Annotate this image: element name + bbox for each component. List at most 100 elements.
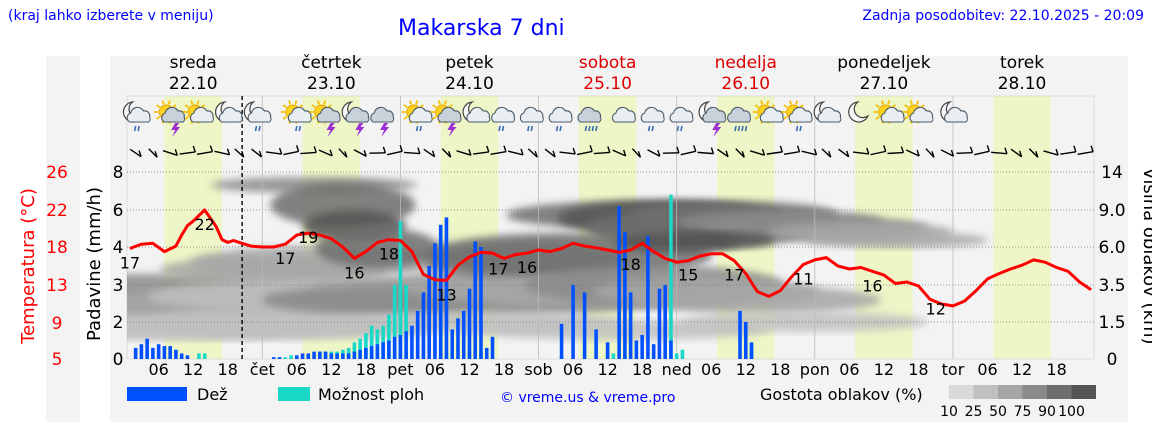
moon-cloud-thunder-icon [341,101,370,137]
rain-bar [277,357,282,359]
wind-barb [925,148,935,158]
shower-bar [611,353,616,359]
wind-barb-feather [138,150,142,157]
cloud-shape [287,106,312,123]
day-date: 25.10 [583,74,632,94]
rain-bar [646,235,650,359]
cloud-height-tick: 3.5 [1098,276,1125,296]
sun-ray [760,100,764,105]
day-name: ponedeljek [837,53,931,73]
cloud-height-tick: 14 [1101,163,1123,183]
sun-ray [155,104,161,109]
moon-cloud-icon [940,101,968,123]
sun-ray [190,100,194,105]
wind-barb-feather [1018,150,1023,157]
cloud-shape [669,106,694,123]
rain-drop [419,125,422,132]
cloud-density-level: 75 [1014,404,1032,420]
shower-bar [202,353,207,359]
temperature-tick: 22 [46,201,68,221]
precipitation-tick: 6 [113,201,124,221]
rain-bar [623,232,627,359]
sun-cloud-icon [873,100,905,124]
sun-cloud-icon [182,100,214,124]
temperature-tick: 5 [52,350,63,370]
cloud-shape [611,106,636,123]
precipitation-tick: 3 [113,276,124,296]
cloud-shape [218,106,243,123]
wind-barb-feather [448,151,452,158]
rain-bar [444,217,449,359]
rain-bar [467,288,472,359]
sun-ray [754,115,759,120]
temperature-label: 17 [275,249,295,268]
rain-drop [676,125,680,132]
rain-bar [421,292,426,359]
cloud-density-swatch [1071,385,1096,399]
rain-drop [527,125,530,132]
cloud-density-swatch [949,385,974,399]
shower-bar [674,353,679,359]
temperature-label: 19 [298,228,318,247]
rain-bar [663,285,667,359]
moon-cloud-icon [813,101,842,123]
wind-barb-feather [589,145,593,152]
sun-cloud-icon [902,100,934,124]
wind-barb [473,151,489,155]
wind-barb-feather [431,150,436,157]
wind-barb-feather [931,151,935,158]
shower-bar [369,325,374,359]
wind-barb-feather [622,149,627,157]
wind-barb [821,148,832,158]
wind-barb [631,148,641,158]
rain-drop [799,125,802,132]
hour-tick: 12 [736,360,756,379]
cloud-density-level: 10 [940,404,958,420]
cloud-height-tick: 9.0 [1098,201,1125,221]
sun-cloud-thunder-icon [309,100,341,137]
rain-bar [295,355,299,359]
wind-barb-feather [344,151,348,158]
cloud-density-level: 50 [989,404,1007,420]
wind-barb [403,151,420,155]
rain-drop [133,125,137,132]
sun-ray [155,115,161,120]
wind-barb-feather [950,149,955,157]
rain-bar [738,310,742,359]
sun-ray [909,100,913,105]
wind-barb [129,148,142,158]
wind-barb-feather [534,150,538,158]
wind-barb [593,151,610,155]
wind-barb [1028,148,1039,158]
cloud-shape [247,106,272,123]
rain-bar [634,340,639,359]
wind-barb [441,148,452,158]
rain-drop [647,125,651,132]
cloud-shape [491,106,515,123]
wind-barb-feather [192,145,196,153]
sun-ray [437,100,441,105]
hour-tick: 06 [563,360,583,379]
sun-ray [887,100,891,105]
wind-barb-feather [1035,151,1039,158]
hour-tick: 18 [1046,360,1066,379]
cloud-shape [788,106,813,123]
day-abbr-tick: pon [800,360,830,379]
rain-bar [571,285,575,359]
sun-ray [184,115,190,120]
wind-barb-feather [900,146,905,153]
cloud-heavy-rain-icon [577,106,602,132]
temperature-label: 18 [379,245,399,264]
cloud-shape [727,106,751,123]
cloud-rain-icon [519,106,544,132]
hour-tick: 18 [632,360,652,379]
rain-drop [559,125,562,132]
rain-bar [375,344,380,359]
shower-bar [283,357,288,359]
wind-barb [956,152,973,154]
shower-bar [387,314,391,359]
hour-tick: 18 [356,360,376,379]
cloud-density-level: 100 [1058,404,1085,420]
cloud-density-swatch [1047,385,1072,399]
rain-drop [415,125,419,132]
